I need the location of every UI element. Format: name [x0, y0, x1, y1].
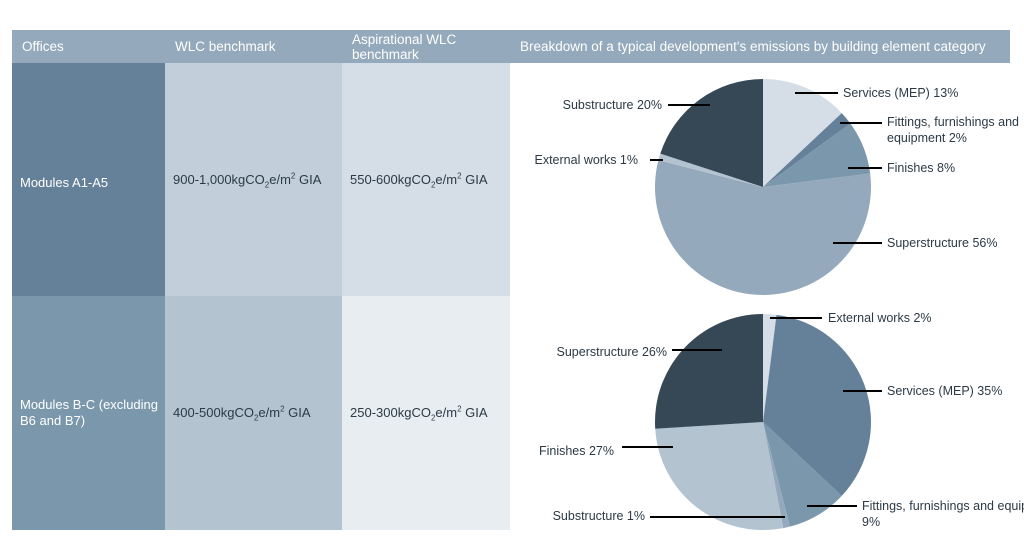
slice-label: Superstructure 56%	[887, 236, 997, 250]
wlc-value: 900-1,000kgCO2e/m2 GIA	[173, 171, 322, 190]
pie-slice	[763, 422, 842, 527]
pie-slice	[763, 314, 777, 422]
slice-label: Finishes 8%	[887, 161, 955, 175]
pie-slice	[763, 79, 842, 187]
header-breakdown: Breakdown of a typical development's emi…	[510, 30, 1010, 63]
aspirational-value: 250-300kgCO2e/m2 GIA	[350, 404, 488, 423]
row2-label-cell: Modules B-C (excluding B6 and B7)	[12, 296, 165, 530]
pie-slice	[763, 123, 871, 187]
pie-slice	[655, 422, 784, 530]
pie-slice	[763, 314, 872, 496]
slice-label: Fittings, furnishings and equipment9%	[862, 499, 1024, 529]
slice-label: External works 1%	[534, 153, 638, 167]
row2-wlc-cell: 400-500kgCO2e/m2 GIA	[165, 296, 342, 530]
row1-wlc-cell: 900-1,000kgCO2e/m2 GIA	[165, 63, 342, 296]
pie-slice	[763, 113, 851, 187]
slice-label: Services (MEP) 13%	[843, 86, 958, 100]
row2-aspirational-cell: 250-300kgCO2e/m2 GIA	[342, 296, 510, 530]
header-wlc-benchmark: WLC benchmark	[165, 30, 342, 63]
slice-label: Substructure 20%	[563, 98, 662, 112]
header-aspirational: Aspirational WLC benchmark	[342, 30, 510, 63]
row-label: Modules B-C (excluding B6 and B7)	[20, 397, 159, 428]
slice-label: Finishes 27%	[539, 444, 614, 458]
pie-slice	[655, 160, 871, 295]
slice-label: External works 2%	[828, 311, 932, 325]
pie-slice	[763, 422, 790, 529]
header-offices: Offices	[12, 30, 165, 63]
slice-label: Services (MEP) 35%	[887, 384, 1002, 398]
aspirational-value: 550-600kgCO2e/m2 GIA	[350, 171, 488, 190]
slice-label: Fittings, furnishings and equipment 2%	[887, 115, 1019, 145]
slice-label: Superstructure 26%	[557, 345, 667, 359]
pie-slice	[658, 153, 763, 187]
pie-slice	[655, 314, 763, 429]
row1-aspirational-cell: 550-600kgCO2e/m2 GIA	[342, 63, 510, 296]
wlc-value: 400-500kgCO2e/m2 GIA	[173, 404, 311, 423]
row1-label-cell: Modules A1-A5	[12, 63, 165, 296]
pie-slice	[660, 79, 763, 187]
row-label: Modules A1-A5	[20, 175, 109, 190]
slice-label: Substructure 1%	[553, 509, 645, 523]
